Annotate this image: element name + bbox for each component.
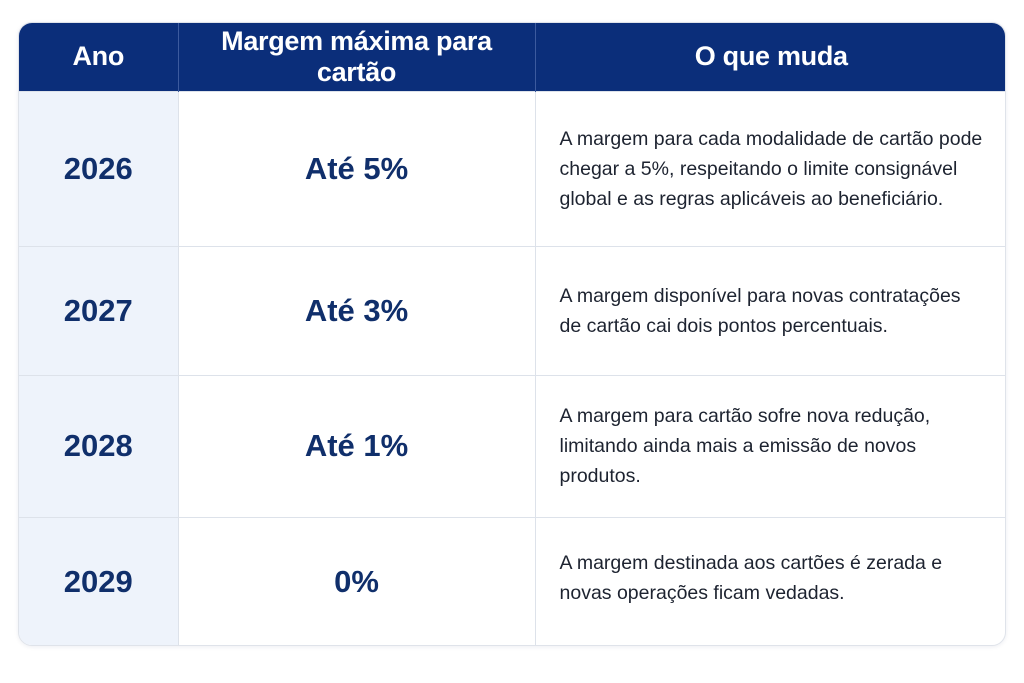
table-header: Ano Margem máxima para cartão O que muda: [19, 23, 1005, 91]
table-row: 2028 Até 1% A margem para cartão sofre n…: [19, 374, 1005, 517]
description-cell: A margem para cada modalidade de cartão …: [534, 90, 1005, 246]
margin-schedule-table: Ano Margem máxima para cartão O que muda…: [19, 23, 1005, 645]
year-cell: 2026: [19, 90, 178, 246]
description-cell: A margem destinada aos cartões é zerada …: [534, 516, 1005, 645]
table-row: 2026 Até 5% A margem para cada modalidad…: [19, 90, 1005, 246]
year-cell: 2028: [19, 374, 178, 517]
margin-cell: Até 1%: [177, 374, 535, 517]
description-cell: A margem disponível para novas contrataç…: [534, 245, 1005, 375]
header-max-margin: Margem máxima para cartão: [177, 23, 535, 91]
table-row: 2029 0% A margem destinada aos cartões é…: [19, 516, 1005, 645]
header-year: Ano: [19, 23, 178, 91]
description-cell: A margem para cartão sofre nova redução,…: [534, 374, 1005, 517]
header-what-changes: O que muda: [534, 23, 1005, 91]
year-cell: 2027: [19, 245, 178, 375]
year-cell: 2029: [19, 516, 178, 645]
header-row: Ano Margem máxima para cartão O que muda: [19, 23, 1005, 91]
table-body: 2026 Até 5% A margem para cada modalidad…: [19, 90, 1005, 645]
margin-cell: Até 5%: [177, 90, 535, 246]
table-row: 2027 Até 3% A margem disponível para nov…: [19, 245, 1005, 375]
margin-cell: 0%: [177, 516, 535, 645]
margin-cell: Até 3%: [177, 245, 535, 375]
margin-schedule-card: Ano Margem máxima para cartão O que muda…: [18, 22, 1006, 646]
